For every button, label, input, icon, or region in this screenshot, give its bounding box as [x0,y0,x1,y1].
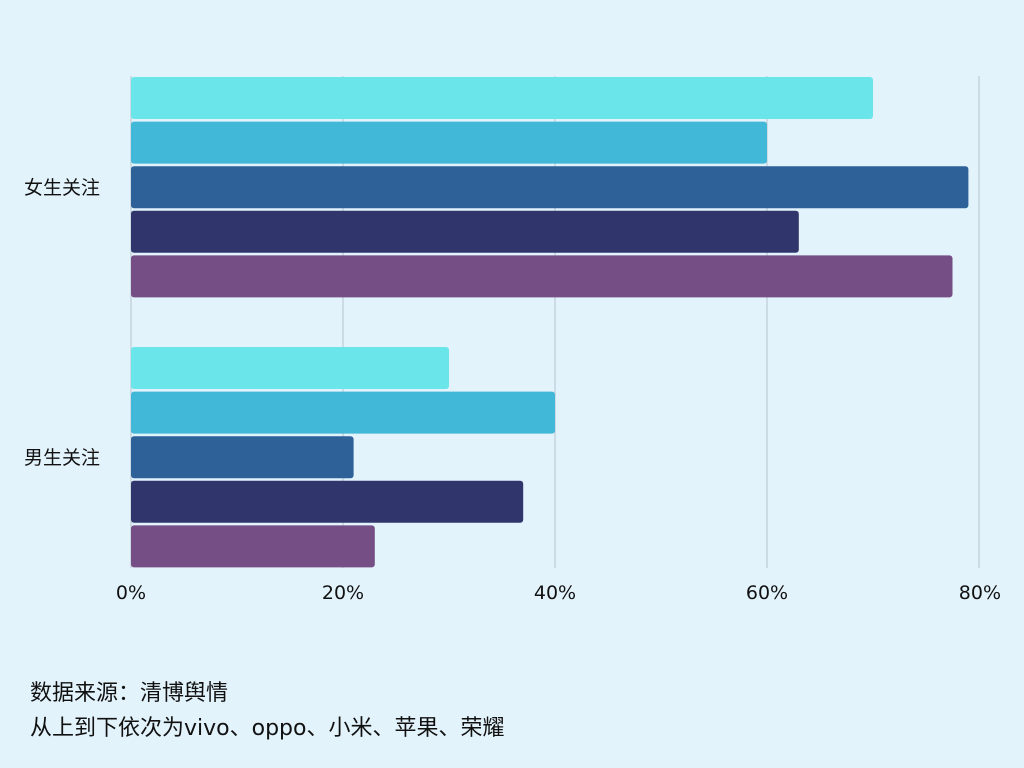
x-tick-label-3: 60% [746,582,788,604]
chart: 女生关注男生关注 0% 20% 40% 60% 80% [24,76,1001,604]
bar-cat0-series3 [131,210,799,253]
category-label-1: 男生关注 [24,447,100,469]
x-tick-label-0: 0% [116,582,146,604]
bar-cat0-series1 [131,121,767,164]
bar-cat1-series0 [131,347,449,389]
source-note: 数据来源：清博舆情 [30,681,229,706]
bar-cat1-series2 [131,436,354,479]
chart-footer: 数据来源：清博舆情 从上到下依次为vivo、oppo、小米、苹果、荣耀 [30,676,504,746]
bar-cat0-series2 [131,166,969,209]
category-label-0: 女生关注 [24,177,100,199]
x-tick-label-2: 40% [534,582,576,604]
bar-cat1-series3 [131,480,524,523]
series-order-note: 从上到下依次为vivo、oppo、小米、苹果、荣耀 [30,716,505,741]
bar-cat0-series0 [131,77,873,119]
bar-cat0-series4 [131,255,953,298]
bar-cat1-series4 [131,525,375,568]
x-tick-label-4: 80% [959,582,1001,604]
bar-cat1-series1 [131,391,555,434]
x-tick-label-1: 20% [322,582,364,604]
